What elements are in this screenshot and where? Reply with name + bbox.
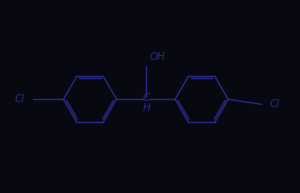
Text: C: C	[143, 93, 150, 103]
Text: Cl: Cl	[14, 94, 24, 104]
Text: Cl: Cl	[270, 99, 280, 109]
Text: OH: OH	[149, 52, 165, 62]
Text: H: H	[142, 103, 150, 113]
